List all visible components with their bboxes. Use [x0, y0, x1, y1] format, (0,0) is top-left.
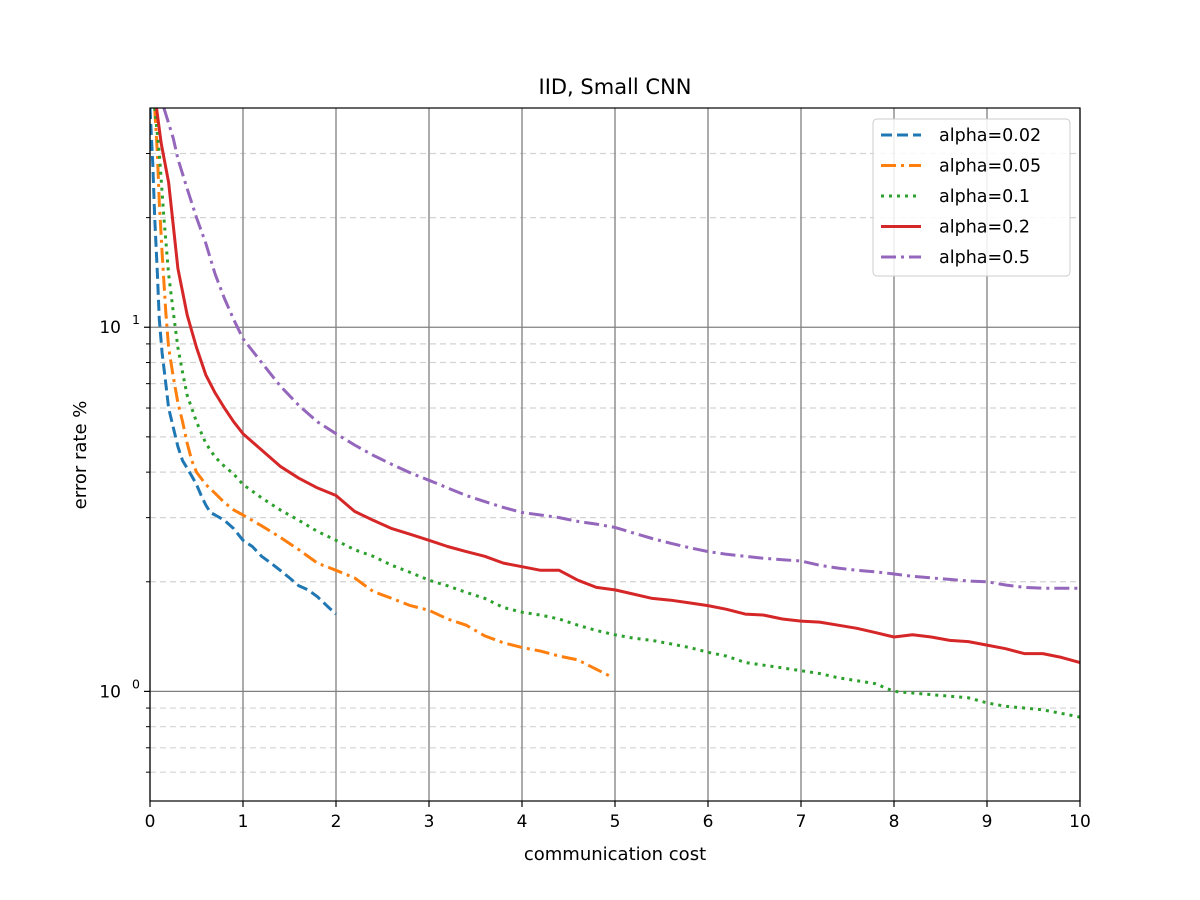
legend: alpha=0.02 alpha=0.05 alpha=0.1 alpha=0.2 al…: [872, 118, 1071, 277]
y-tick-label: 10: [99, 318, 121, 338]
series-line-4: [155, 108, 1080, 664]
legend-box: [872, 118, 1071, 277]
x-tick-label: 2: [331, 812, 342, 832]
chart-title: IID, Small CNN: [539, 75, 692, 99]
x-tick-label: 5: [610, 812, 621, 832]
ticks: 0 1 2 3 4 5 6 7 8 9 10 10 0 10 1: [99, 152, 1091, 832]
x-tick-label: 9: [982, 812, 993, 832]
series-line-5: [162, 108, 1080, 590]
legend-label-2: alpha=0.05: [939, 157, 1041, 177]
x-tick-label: 10: [1069, 812, 1091, 832]
x-tick-label: 3: [424, 812, 435, 832]
y-tick-exponent: 1: [132, 312, 140, 327]
x-tick-label: 6: [703, 812, 714, 832]
y-axis-label: error rate %: [70, 401, 91, 510]
series-line-1: [150, 108, 338, 616]
y-tick-label: 10: [99, 682, 121, 702]
y-tick-exponent: 0: [132, 676, 140, 691]
series-lines: [150, 108, 1080, 719]
legend-label-5: alpha=0.5: [939, 248, 1030, 268]
x-tick-label: 7: [796, 812, 807, 832]
x-tick-label: 8: [889, 812, 900, 832]
legend-label-4: alpha=0.2: [939, 218, 1030, 238]
x-tick-label: 4: [517, 812, 528, 832]
x-tick-label: 0: [145, 812, 156, 832]
x-axis-label: communication cost: [524, 844, 706, 865]
legend-label-3: alpha=0.1: [939, 187, 1030, 207]
legend-label-1: alpha=0.02: [939, 126, 1041, 146]
x-tick-label: 1: [238, 812, 249, 832]
